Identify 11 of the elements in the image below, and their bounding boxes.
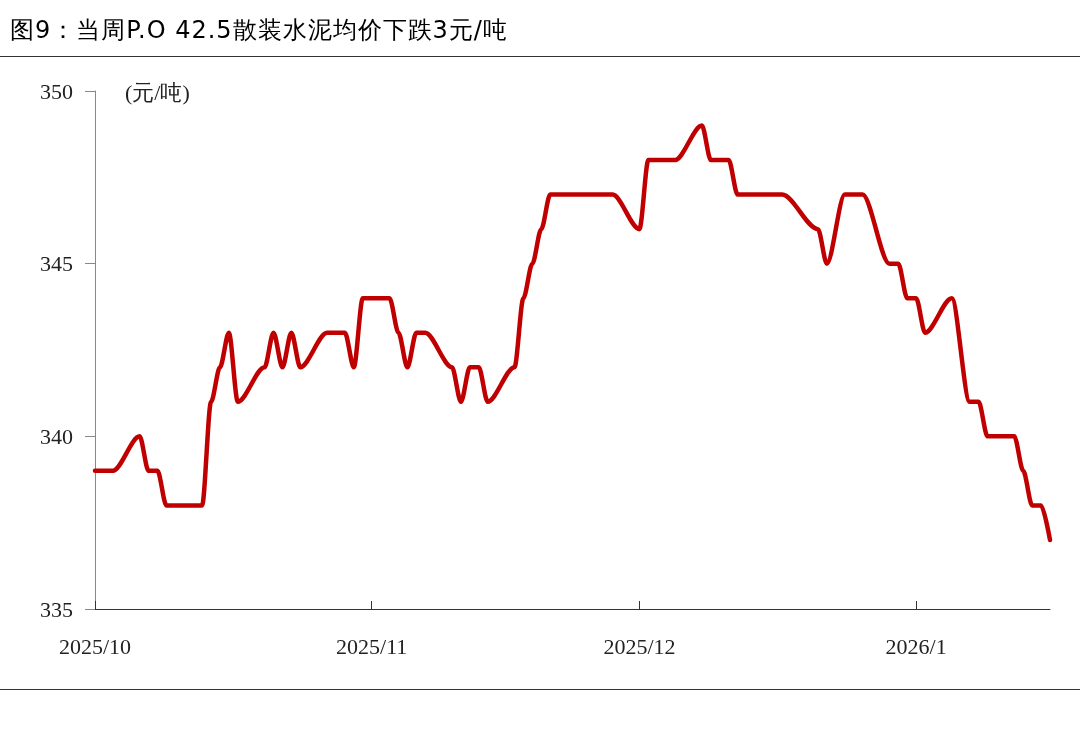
line-series (92, 123, 1053, 543)
y-tick-label: 350 (40, 78, 73, 104)
chart-title: 图9：当周P.O 42.5散装水泥均价下跌3元/吨 (0, 0, 1080, 57)
x-tick-label: 2025/12 (603, 633, 676, 659)
y-tick-label: 340 (40, 423, 73, 449)
x-tick-label: 2025/11 (336, 633, 408, 659)
y-tick-label: 345 (40, 251, 73, 277)
x-tick-label: 2026/1 (885, 633, 947, 659)
x-tick-label: 2025/10 (58, 633, 132, 659)
y-tick-label: 335 (40, 596, 73, 622)
y-axis-title: (元/吨) (125, 79, 190, 105)
